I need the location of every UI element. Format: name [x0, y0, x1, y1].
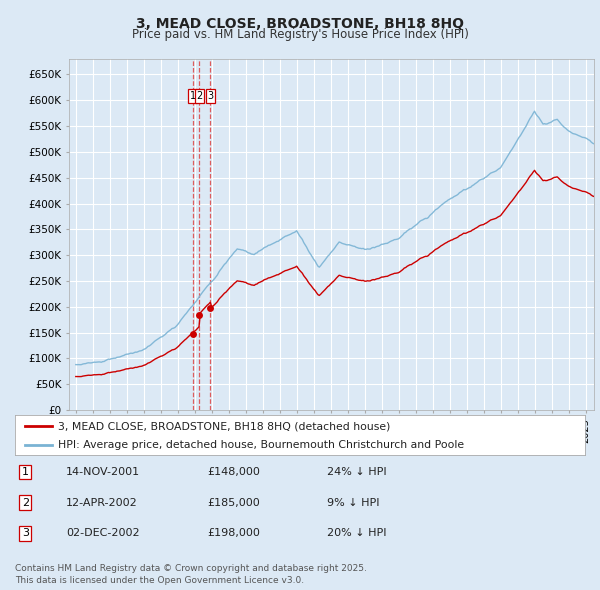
Text: £185,000: £185,000	[207, 498, 260, 507]
Text: 1: 1	[22, 467, 29, 477]
Text: Contains HM Land Registry data © Crown copyright and database right 2025.
This d: Contains HM Land Registry data © Crown c…	[15, 565, 367, 585]
Text: 02-DEC-2002: 02-DEC-2002	[66, 529, 140, 538]
Text: 12-APR-2002: 12-APR-2002	[66, 498, 138, 507]
Text: 9% ↓ HPI: 9% ↓ HPI	[327, 498, 380, 507]
Text: Price paid vs. HM Land Registry's House Price Index (HPI): Price paid vs. HM Land Registry's House …	[131, 28, 469, 41]
Text: 2: 2	[196, 91, 203, 101]
Text: 3: 3	[22, 529, 29, 538]
Text: 3, MEAD CLOSE, BROADSTONE, BH18 8HQ (detached house): 3, MEAD CLOSE, BROADSTONE, BH18 8HQ (det…	[58, 421, 390, 431]
Text: 2: 2	[22, 498, 29, 507]
Text: 24% ↓ HPI: 24% ↓ HPI	[327, 467, 386, 477]
Text: 20% ↓ HPI: 20% ↓ HPI	[327, 529, 386, 538]
Text: £198,000: £198,000	[207, 529, 260, 538]
Text: HPI: Average price, detached house, Bournemouth Christchurch and Poole: HPI: Average price, detached house, Bour…	[58, 440, 464, 450]
Text: 3, MEAD CLOSE, BROADSTONE, BH18 8HQ: 3, MEAD CLOSE, BROADSTONE, BH18 8HQ	[136, 17, 464, 31]
Text: 14-NOV-2001: 14-NOV-2001	[66, 467, 140, 477]
Text: £148,000: £148,000	[207, 467, 260, 477]
Text: 1: 1	[190, 91, 196, 101]
Text: 3: 3	[207, 91, 214, 101]
